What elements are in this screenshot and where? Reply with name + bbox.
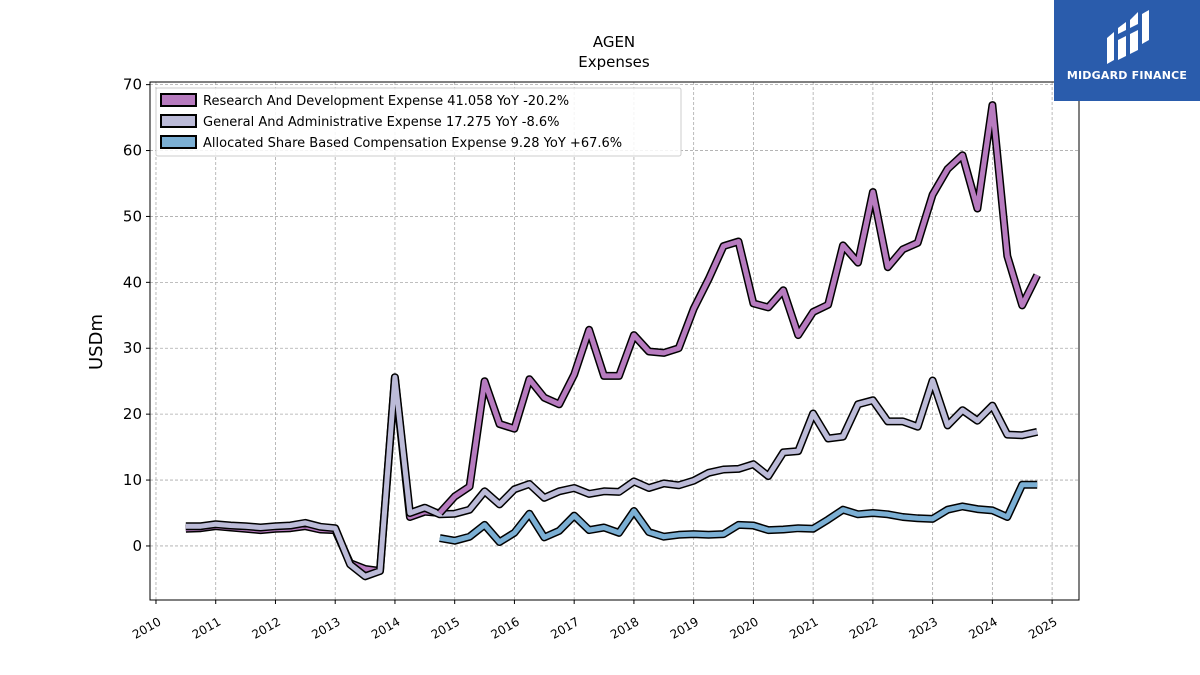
x-tick-label: 2020 bbox=[727, 614, 760, 641]
x-tick-label: 2022 bbox=[847, 614, 880, 641]
series-line-share-comp bbox=[439, 482, 1038, 545]
x-tick-label: 2023 bbox=[907, 614, 940, 641]
chart-title: AGEN bbox=[593, 33, 635, 51]
y-tick-label: 10 bbox=[123, 471, 142, 489]
y-tick-label: 60 bbox=[123, 142, 142, 160]
legend-label: Allocated Share Based Compensation Expen… bbox=[203, 136, 622, 151]
midgard-logo-icon bbox=[1107, 10, 1149, 64]
legend-swatch bbox=[160, 93, 197, 107]
y-tick-label: 50 bbox=[123, 207, 142, 225]
x-tick-label: 2019 bbox=[668, 614, 701, 641]
x-tick-label: 2024 bbox=[966, 614, 999, 641]
series-lines bbox=[185, 101, 1041, 581]
legend-label: Research And Development Expense 41.058 … bbox=[203, 94, 569, 109]
plot-frame bbox=[149, 81, 1080, 601]
x-tick-label: 2021 bbox=[787, 614, 820, 641]
y-axis-ticks: 0 10 20 30 40 50 60 70 bbox=[123, 76, 150, 555]
legend-box bbox=[155, 87, 682, 157]
series-line-research bbox=[437, 102, 1040, 515]
chart-subtitle: Expenses bbox=[578, 53, 650, 71]
brand-logo: MIDGARD FINANCE bbox=[1054, 0, 1200, 101]
series-line-general-admin bbox=[185, 374, 1038, 579]
legend: Research And Development Expense 41.058 … bbox=[155, 87, 682, 157]
x-tick-label: 2013 bbox=[309, 614, 342, 641]
x-tick-label: 2010 bbox=[130, 614, 163, 641]
x-tick-label: 2017 bbox=[548, 614, 581, 641]
series-line-general-admin-outline bbox=[185, 373, 1039, 581]
legend-swatch bbox=[160, 114, 197, 128]
x-tick-label: 2025 bbox=[1026, 614, 1059, 641]
x-tick-label: 2011 bbox=[190, 614, 223, 641]
y-tick-label: 0 bbox=[132, 537, 142, 555]
y-tick-label: 40 bbox=[123, 273, 142, 291]
y-tick-label: 20 bbox=[123, 405, 142, 423]
legend-swatch bbox=[160, 135, 197, 149]
brand-name: MIDGARD FINANCE bbox=[1066, 69, 1188, 82]
x-tick-label: 2018 bbox=[608, 614, 641, 641]
legend-label: General And Administrative Expense 17.27… bbox=[203, 115, 560, 130]
x-tick-label: 2012 bbox=[250, 614, 283, 641]
x-axis-ticks: 2010 2011 2012 2013 2014 2015 2016 2017 2018 2019… bbox=[130, 600, 1060, 642]
y-tick-label: 30 bbox=[123, 339, 142, 357]
x-tick-label: 2016 bbox=[488, 614, 521, 641]
y-tick-label: 70 bbox=[123, 76, 142, 94]
x-tick-label: 2015 bbox=[429, 614, 462, 641]
x-tick-label: 2014 bbox=[369, 614, 402, 641]
y-axis-label: USDm bbox=[86, 314, 107, 370]
